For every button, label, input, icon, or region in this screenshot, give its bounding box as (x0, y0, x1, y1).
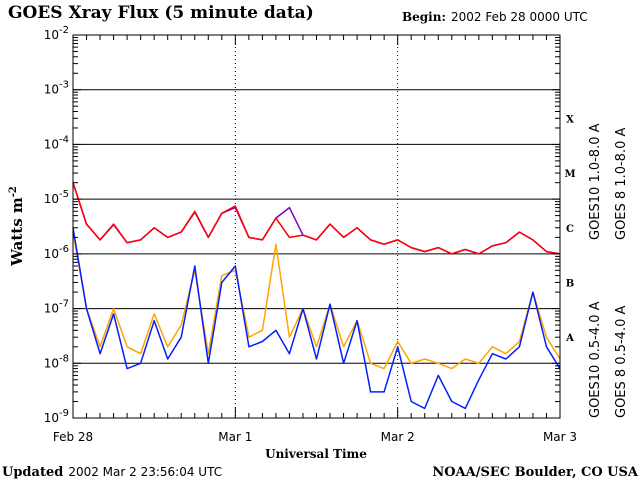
x-tick-label: Mar 1 (218, 430, 252, 444)
chart-title: GOES Xray Flux (5 minute data) (8, 3, 314, 23)
y-tick-label-exp: -9 (59, 408, 69, 419)
flare-class-label: X (566, 114, 574, 125)
y-tick-label-base: 10 (44, 302, 59, 316)
legend-goes8-short: GOES 8 0.5-4.0 A (614, 306, 629, 418)
flare-class-label: A (565, 333, 574, 344)
y-tick-label-exp: -6 (59, 244, 69, 255)
series-line-goes-8-1-0-8-0-a (72, 182, 561, 255)
y-axis-label: Watts m-2 (8, 186, 26, 267)
y-tick-label-exp: -3 (59, 80, 69, 91)
y-tick-label-exp: -5 (59, 189, 69, 200)
x-tick-label: Mar 2 (381, 430, 415, 444)
begin-value: 2002 Feb 28 0000 UTC (451, 10, 588, 24)
credit: NOAA/SEC Boulder, CO USA (432, 465, 639, 480)
legend-goes10-short: GOES10 0.5-4.0 A (588, 301, 603, 418)
plot-frame (72, 34, 561, 419)
y-tick-label: 10-5 (44, 189, 69, 206)
legend: GOES10 1.0-8.0 A GOES 8 1.0-8.0 A GOES10… (588, 123, 629, 418)
x-tick-labels: Feb 28 Mar 1 Mar 2 Mar 3 (53, 430, 577, 444)
flare-class-label: B (566, 278, 574, 289)
y-axis-label-base: Watts m (8, 197, 26, 267)
y-tick-label-base: 10 (44, 192, 59, 206)
updated-value: 2002 Mar 2 23:56:04 UTC (68, 465, 222, 479)
x-axis-label: Universal Time (265, 447, 367, 461)
y-tick-label: 10-3 (44, 80, 69, 97)
series-line-goes10-0-5-4-0-a (72, 231, 561, 370)
y-tick-label-base: 10 (44, 83, 59, 97)
series-group (72, 182, 561, 410)
y-tick-label: 10-7 (44, 299, 69, 316)
y-tick-label-exp: -8 (59, 353, 69, 364)
flare-class-label: C (566, 224, 574, 235)
x-tick-label: Mar 3 (543, 430, 577, 444)
y-tick-label-exp: -7 (59, 299, 69, 310)
y-tick-label-base: 10 (44, 137, 59, 151)
legend-goes10-long: GOES10 1.0-8.0 A (588, 123, 603, 240)
y-tick-label: 10-6 (44, 244, 69, 261)
begin-label: Begin: (402, 10, 446, 24)
series-line-goes-8-0-5-4-0-a (72, 227, 561, 410)
grid-lines (73, 34, 560, 419)
y-tick-label: 10-9 (44, 408, 69, 425)
y-tick-label: 10-4 (44, 134, 69, 151)
updated-label: Updated (2, 465, 63, 480)
y-tick-label-exp: -4 (59, 134, 69, 145)
x-tick-label: Feb 28 (53, 430, 93, 444)
y-tick-labels: 10-210-310-410-510-610-710-810-9 (44, 25, 69, 425)
y-tick-label: 10-2 (44, 25, 69, 42)
series-line-goes10-1-0-8-0-a (72, 182, 561, 255)
y-tick-label-base: 10 (44, 247, 59, 261)
y-tick-label-base: 10 (44, 28, 59, 42)
flare-class-labels: X M C B A (564, 114, 575, 344)
y-axis-label-exp: -2 (8, 186, 19, 197)
flare-class-label: M (564, 169, 575, 180)
axes (72, 34, 561, 419)
y-tick-label-base: 10 (44, 356, 59, 370)
y-tick-label: 10-8 (44, 353, 69, 370)
y-tick-label-base: 10 (44, 411, 59, 425)
y-tick-label-exp: -2 (59, 25, 69, 36)
legend-goes8-long: GOES 8 1.0-8.0 A (614, 128, 629, 240)
